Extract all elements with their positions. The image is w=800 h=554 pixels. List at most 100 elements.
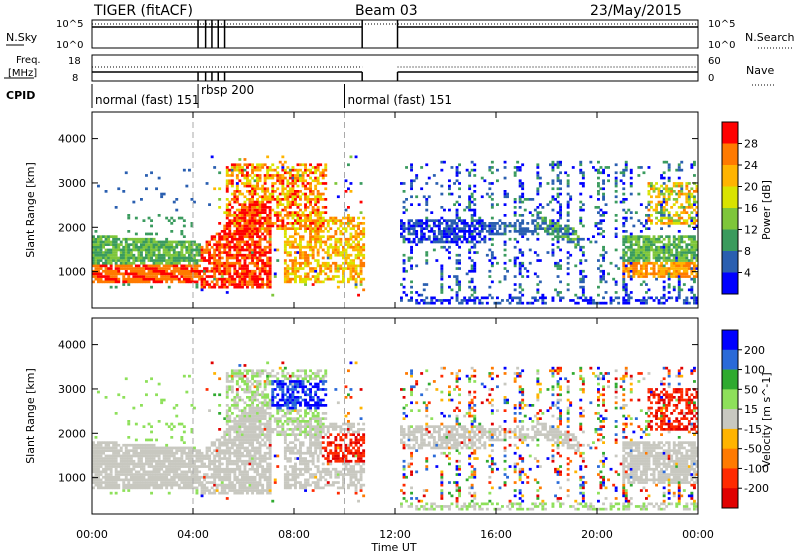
power-cell: [225, 179, 229, 183]
power-cell: [347, 237, 350, 241]
power-cell: [243, 240, 247, 244]
power-cell: [177, 243, 181, 246]
power-cell: [319, 243, 323, 246]
velocity-cell: [170, 481, 174, 484]
power-cell: [597, 211, 600, 214]
power-cell: [200, 283, 204, 286]
power-cell: [263, 245, 267, 249]
power-cell: [326, 235, 330, 238]
power-cell: [92, 280, 95, 284]
power-cell: [213, 248, 217, 252]
power-cell: [263, 235, 267, 238]
power-cell: [261, 269, 265, 273]
power-cell: [647, 259, 651, 262]
power-cell: [248, 243, 252, 246]
power-cell: [354, 232, 358, 236]
power-cell: [453, 235, 456, 238]
power-cell: [682, 240, 686, 244]
power-cell: [624, 166, 628, 169]
power-cell: [170, 245, 174, 249]
power-cell: [410, 203, 413, 206]
power-cell: [235, 219, 239, 222]
power-cell: [177, 277, 181, 281]
power-cell: [657, 299, 661, 302]
power-cell: [410, 187, 413, 191]
power-cell: [241, 230, 244, 233]
power-cell: [465, 272, 469, 276]
power-cell: [521, 187, 525, 191]
power-cell: [243, 253, 247, 257]
power-cell: [177, 272, 181, 276]
power-cell: [256, 206, 259, 209]
velocity-cell: [218, 457, 222, 460]
power-cell: [402, 285, 406, 289]
power-cell: [690, 195, 694, 199]
power-cell: [177, 216, 181, 220]
velocity-cell: [182, 374, 186, 378]
power-cell: [311, 190, 315, 193]
power-cell: [564, 230, 568, 233]
power-cell: [523, 227, 527, 230]
power-cell: [415, 222, 419, 225]
power-cell: [263, 182, 267, 185]
power-cell: [220, 230, 224, 233]
power-cell: [599, 222, 603, 225]
power-cell: [256, 211, 259, 214]
power-cell: [296, 232, 300, 236]
power-cell: [281, 163, 285, 167]
power-cell: [188, 259, 191, 262]
power-cell: [276, 179, 280, 183]
velocity-cell: [102, 441, 105, 444]
power-cell: [286, 195, 290, 199]
power-cell: [246, 264, 249, 268]
velocity-cell: [167, 465, 171, 468]
velocity-cell: [195, 489, 199, 492]
power-cell: [185, 272, 189, 276]
power-cell: [167, 259, 171, 262]
power-cell: [334, 275, 338, 278]
velocity-cell: [157, 449, 161, 452]
power-cell: [533, 299, 537, 302]
power-cell: [629, 192, 633, 196]
power-cell: [655, 253, 658, 257]
power-cell: [349, 261, 353, 265]
power-cell: [150, 243, 153, 246]
velocity-cell: [99, 483, 103, 487]
velocity-cell: [127, 443, 131, 447]
velocity-cell: [122, 443, 126, 447]
power-cell: [228, 269, 232, 273]
velocity-cell: [134, 443, 138, 447]
power-cell: [693, 256, 696, 260]
power-cell: [667, 198, 671, 201]
power-cell: [655, 206, 658, 209]
power-cell: [198, 275, 201, 278]
power-cell: [150, 171, 153, 175]
power-cell: [142, 272, 146, 276]
velocity-cell: [223, 478, 227, 482]
power-cell: [258, 176, 262, 180]
power-cell: [475, 227, 479, 230]
power-cell: [109, 272, 113, 276]
power-cell: [319, 245, 323, 249]
power-cell: [134, 280, 138, 284]
power-cell: [536, 232, 540, 236]
power-cell: [283, 232, 287, 236]
power-cell: [632, 264, 636, 268]
power-cell: [508, 237, 512, 241]
power-cell: [473, 168, 477, 172]
power-cell: [127, 277, 131, 281]
power-cell: [233, 211, 237, 214]
power-cell: [215, 277, 219, 281]
power-cell: [129, 256, 133, 260]
power-cell: [518, 214, 522, 217]
power-cell: [177, 280, 181, 284]
power-cell: [592, 299, 595, 302]
power-cell: [278, 214, 282, 217]
velocity-cell: [147, 459, 151, 463]
power-cell: [455, 179, 459, 183]
power-cell: [316, 222, 320, 225]
power-cell: [124, 240, 128, 244]
power-cell: [488, 222, 492, 225]
power-cell: [533, 272, 537, 276]
velocity-cell: [142, 454, 146, 458]
